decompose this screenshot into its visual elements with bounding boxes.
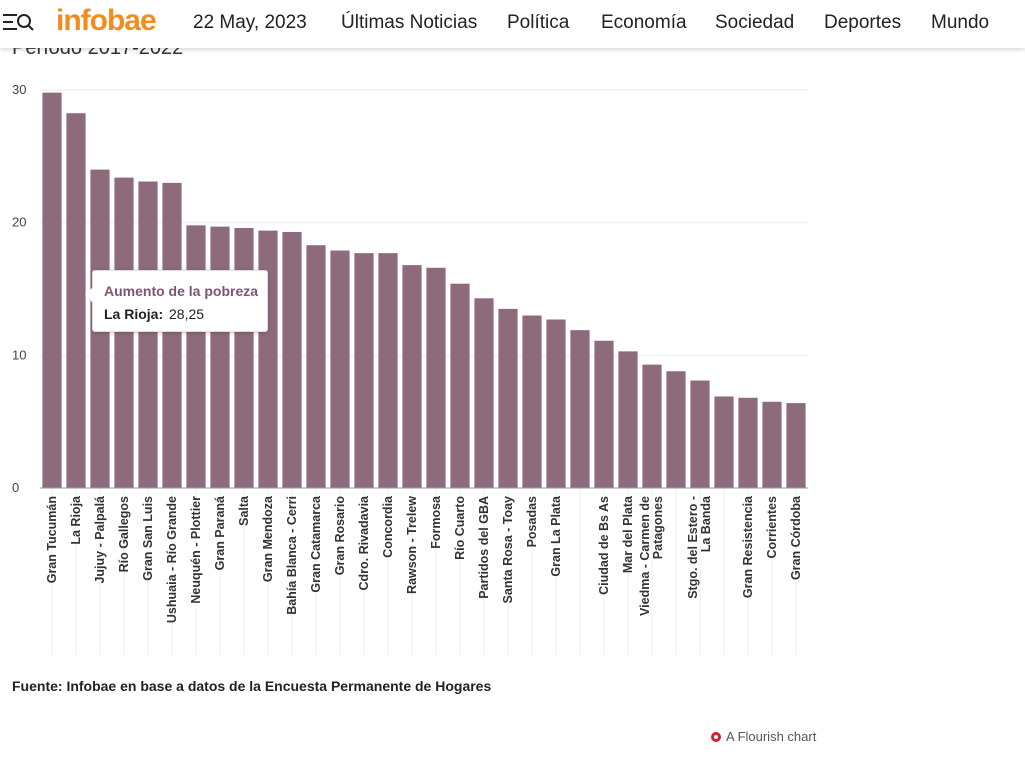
x-tick-label: Concordia bbox=[381, 495, 395, 558]
bar bbox=[66, 113, 86, 488]
nav-item[interactable]: Últimas Noticias bbox=[341, 12, 478, 33]
nav-item[interactable]: Política bbox=[507, 12, 570, 33]
nav-item[interactable]: Deportes bbox=[824, 12, 902, 33]
x-tick-label: Jujuy - Palpalá bbox=[93, 496, 107, 584]
date: 22 May, 2023 bbox=[193, 12, 307, 33]
x-tick-label: Gran Resistencia bbox=[741, 495, 755, 598]
x-tick-label: Gran Tucumán bbox=[45, 496, 59, 583]
bar bbox=[570, 330, 590, 488]
tooltip-value: 28,25 bbox=[169, 306, 205, 322]
header: infobae 22 May, 2023 Últimas Noticias Po… bbox=[0, 0, 1025, 48]
bar bbox=[546, 319, 566, 488]
bar bbox=[378, 253, 398, 488]
bar bbox=[786, 403, 806, 488]
nav-item[interactable]: Mundo bbox=[931, 12, 990, 33]
y-tick-label: 20 bbox=[12, 215, 26, 230]
x-tick-label: Gran Rosario bbox=[333, 496, 347, 576]
x-tick-label: Salta bbox=[237, 495, 251, 526]
tooltip-label: La Rioja: bbox=[104, 306, 164, 322]
bar bbox=[330, 250, 350, 488]
bar bbox=[690, 380, 710, 488]
bar bbox=[642, 364, 662, 488]
bar bbox=[618, 351, 638, 488]
x-tick-label: Posadas bbox=[525, 496, 539, 547]
source: Fuente: Infobae en base a datos de la En… bbox=[12, 678, 492, 694]
x-tick-label: Mar del Plata bbox=[621, 495, 635, 573]
bar bbox=[450, 283, 470, 488]
bar bbox=[738, 397, 758, 488]
credit[interactable]: A Flourish chart bbox=[726, 729, 817, 744]
x-tick-label: Viedma - Carmen dePatagones bbox=[638, 496, 665, 616]
x-tick-label: Gran La Plata bbox=[549, 495, 563, 577]
x-tick-label: Río Cuarto bbox=[453, 496, 467, 560]
bar bbox=[282, 231, 302, 488]
bar bbox=[354, 253, 374, 488]
flourish-icon bbox=[711, 732, 721, 742]
bar bbox=[138, 181, 158, 489]
tooltip: Aumento de la pobreza La Rioja: 28,25 bbox=[85, 270, 268, 332]
bar bbox=[42, 92, 62, 489]
bar bbox=[762, 401, 782, 488]
bar bbox=[306, 245, 326, 488]
y-tick-label: 10 bbox=[12, 347, 26, 362]
x-tick-label: Corrientes bbox=[765, 496, 779, 559]
bar bbox=[714, 396, 734, 488]
bar bbox=[474, 298, 494, 488]
bar bbox=[522, 315, 542, 488]
bar bbox=[402, 265, 422, 488]
y-tick-label: 0 bbox=[12, 480, 19, 495]
x-tick-label: Santa Rosa - Toay bbox=[501, 496, 515, 603]
bar bbox=[210, 226, 230, 488]
x-tick-label: Gran Catamarca bbox=[309, 495, 323, 593]
bar bbox=[234, 227, 254, 488]
x-tick-label: Neuquén - Plottier bbox=[189, 496, 203, 604]
bar bbox=[162, 182, 182, 488]
y-tick-label: 30 bbox=[12, 82, 26, 97]
bar bbox=[186, 225, 206, 488]
x-tick-label: Cdro. Rivadavia bbox=[357, 495, 371, 591]
bar bbox=[114, 177, 134, 488]
menu-icon[interactable] bbox=[2, 12, 34, 34]
x-tick-label: Gran Paraná bbox=[213, 496, 227, 570]
bar bbox=[498, 308, 518, 488]
x-tick-label: Gran Mendoza bbox=[261, 495, 275, 582]
x-tick-label: Formosa bbox=[429, 495, 443, 549]
x-tick-label: Stgo. del Estero -La Banda bbox=[686, 495, 713, 599]
x-tick-label: Ushuaia - Río Grande bbox=[165, 496, 179, 623]
x-tick-label: Gran San Luis bbox=[141, 496, 155, 581]
x-tick-label: La Rioja bbox=[69, 495, 83, 545]
x-tick-label: Río Gallegos bbox=[117, 496, 131, 572]
x-tick-label: Bahía Blanca - Cerri bbox=[285, 496, 299, 615]
logo[interactable]: infobae bbox=[56, 4, 157, 37]
nav-item[interactable]: Economía bbox=[601, 12, 687, 33]
bar bbox=[426, 267, 446, 488]
bar bbox=[594, 340, 614, 488]
nav-item[interactable]: Sociedad bbox=[715, 12, 795, 33]
x-tick-label: Ciudad de Bs As bbox=[597, 496, 611, 595]
bar bbox=[666, 371, 686, 488]
tooltip-title: Aumento de la pobreza bbox=[104, 283, 259, 299]
x-tick-label: Rawson - Trelew bbox=[405, 496, 419, 594]
x-tick-label: Partidos del GBA bbox=[477, 496, 491, 599]
x-tick-label: Gran Córdoba bbox=[789, 495, 803, 580]
